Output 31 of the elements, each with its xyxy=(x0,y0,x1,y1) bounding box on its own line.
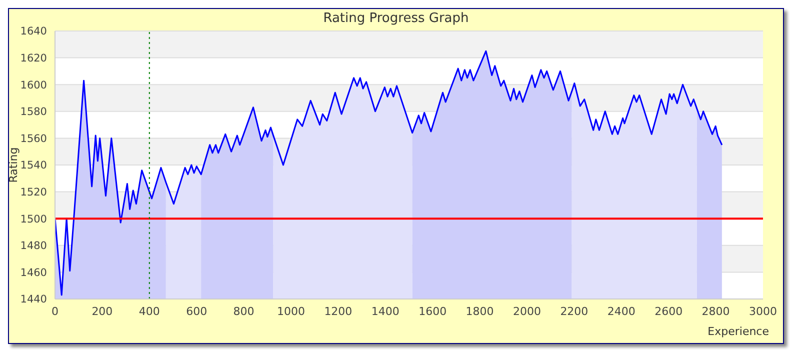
x-tick-label: 2200 xyxy=(560,304,588,318)
y-tick-label: 1620 xyxy=(20,52,47,65)
x-tick-label: 800 xyxy=(233,304,254,318)
x-tick-label: 400 xyxy=(138,304,160,318)
y-tick-label: 1600 xyxy=(20,79,47,92)
y-axis-title: Rating xyxy=(6,147,20,183)
y-tick-label: 1500 xyxy=(20,213,47,226)
y-tick-label: 1540 xyxy=(20,160,47,172)
y-tick-label: 1560 xyxy=(20,132,47,145)
x-tick-label: 1200 xyxy=(324,304,352,318)
x-tick-label: 600 xyxy=(186,304,208,318)
x-tick-label: 2600 xyxy=(654,304,683,318)
x-tick-label: 2400 xyxy=(607,304,636,318)
line-series xyxy=(55,50,723,296)
x-axis-title: Experience xyxy=(708,325,770,338)
y-tick-label: 1520 xyxy=(20,186,47,199)
y-tick-label: 1640 xyxy=(20,26,47,38)
x-tick-label: 200 xyxy=(92,304,113,318)
y-tick-label: 1480 xyxy=(20,240,47,252)
x-tick-label: 1400 xyxy=(371,304,400,318)
x-tick-label: 2800 xyxy=(702,304,730,318)
y-tick-label: 1460 xyxy=(20,266,47,279)
x-tick-label: 2000 xyxy=(513,304,541,318)
x-tick-label: 1800 xyxy=(466,304,494,318)
x-tick-label: 0 xyxy=(52,304,58,318)
x-tick-label: 1600 xyxy=(418,304,447,318)
x-tick-label: 3000 xyxy=(749,304,777,318)
chart-title: Rating Progress Graph xyxy=(322,11,470,26)
y-tick-label: 1580 xyxy=(20,106,47,118)
y-tick-label: 1440 xyxy=(20,294,47,306)
x-tick-label: 1000 xyxy=(277,304,305,318)
